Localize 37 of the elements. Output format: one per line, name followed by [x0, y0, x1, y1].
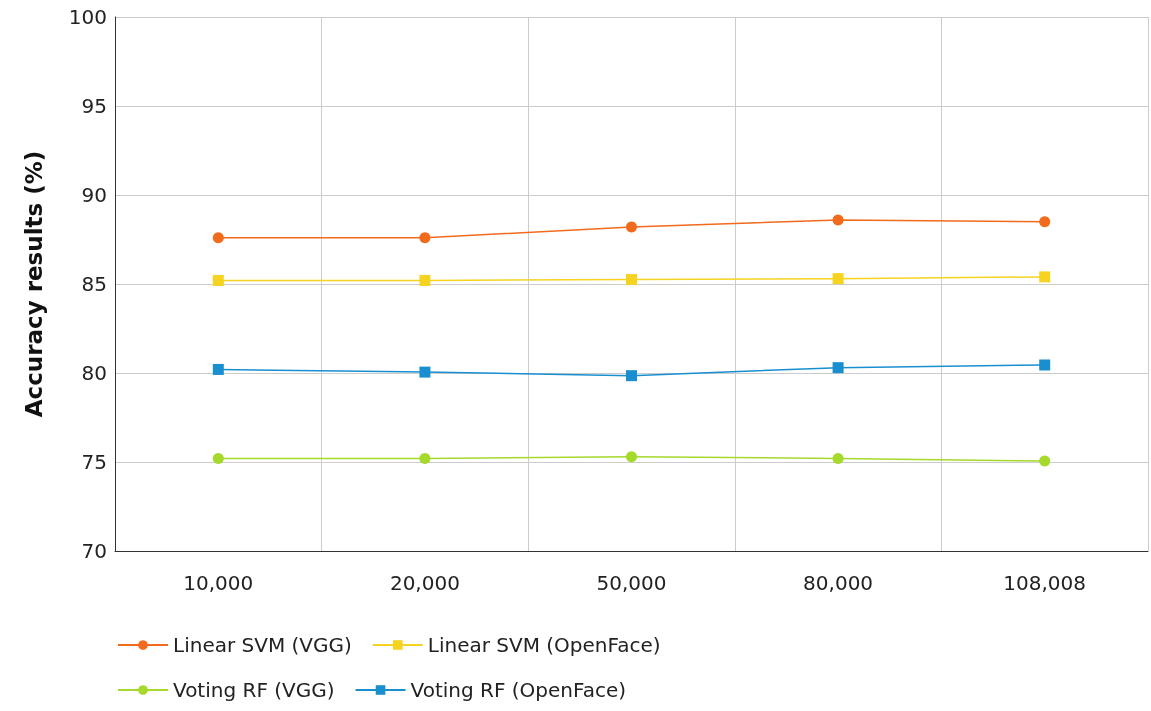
x-tick-label: 80,000	[803, 571, 874, 595]
point	[419, 232, 431, 244]
point	[419, 274, 431, 286]
point	[626, 370, 637, 382]
point	[832, 273, 844, 285]
point	[1039, 455, 1051, 467]
y-tick-label: 80	[81, 361, 107, 385]
point	[212, 452, 224, 464]
point	[626, 274, 637, 286]
legend-label: Linear SVM (OpenFace)	[427, 633, 661, 657]
point	[419, 452, 431, 464]
y-tick-label: 90	[81, 183, 107, 207]
x-tick-label: 50,000	[596, 571, 667, 595]
y-tick-label: 70	[81, 539, 107, 563]
x-tick-label: 108,008	[1003, 571, 1087, 595]
y-tick-label: 95	[81, 94, 107, 118]
legend-label: Voting RF (VGG)	[173, 678, 335, 702]
point	[212, 363, 224, 375]
y-tick-label: 85	[81, 272, 107, 296]
point	[1039, 216, 1051, 228]
point	[212, 274, 224, 286]
legend-label: Voting RF (OpenFace)	[410, 678, 627, 702]
point	[1039, 359, 1051, 371]
point	[626, 221, 637, 233]
point	[832, 362, 844, 374]
y-tick-label: 100	[68, 5, 107, 29]
point	[212, 232, 224, 244]
point	[419, 366, 431, 378]
point	[626, 451, 637, 463]
y-tick-label: 75	[81, 450, 107, 474]
point	[1039, 271, 1051, 283]
legend-label: Linear SVM (VGG)	[173, 633, 352, 657]
point	[832, 452, 844, 464]
y-axis-title: Accuracy results (%)	[20, 150, 47, 418]
x-tick-label: 10,000	[183, 571, 254, 595]
x-tick-label: 20,000	[389, 571, 460, 595]
point	[832, 214, 844, 226]
